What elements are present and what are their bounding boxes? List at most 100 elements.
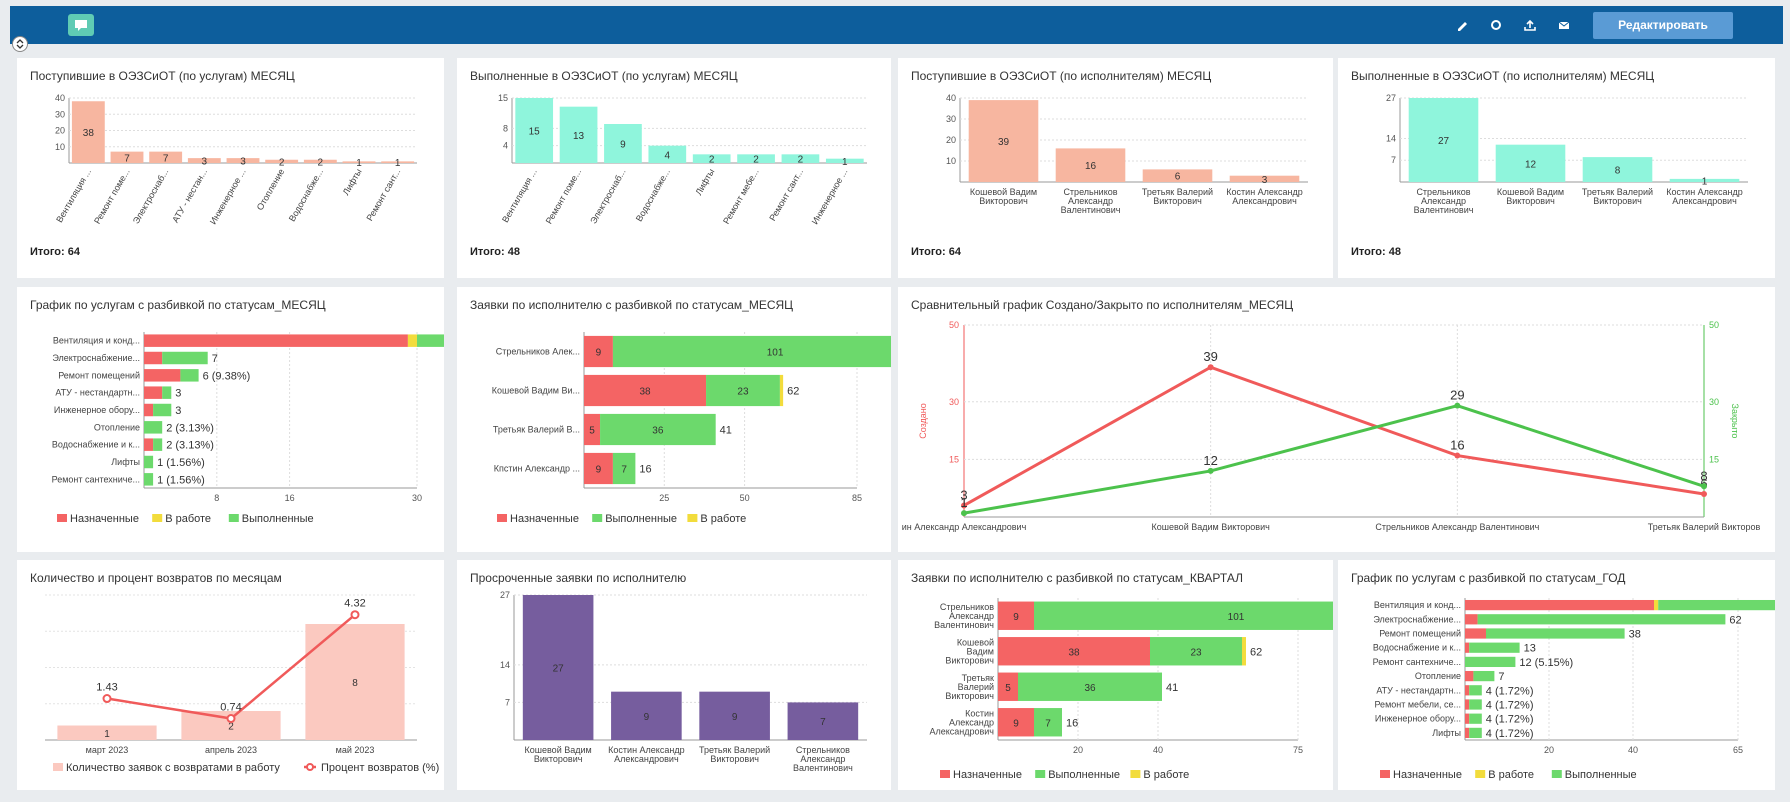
export-icon[interactable] <box>1521 16 1539 34</box>
x-tick-label: Третьяк Валерий Викторович <box>1582 187 1653 206</box>
bar-segment <box>1465 713 1470 724</box>
bar <box>604 124 642 163</box>
point-value-label: 1.43 <box>96 682 117 694</box>
y-tick-label: 7 <box>1391 155 1396 165</box>
chat-icon[interactable] <box>68 14 94 36</box>
x-tick-label: 50 <box>740 493 750 503</box>
bar <box>1669 178 1740 182</box>
bar-segment <box>1465 599 1654 611</box>
collapse-toggle-icon[interactable] <box>12 36 28 52</box>
legend-swatch <box>1475 770 1486 778</box>
x-tick-label: Кошевой Вадим Викторович <box>1152 522 1271 532</box>
bar <box>515 98 554 163</box>
card-executors-status-quarter: Заявки по исполнителю с разбивкой по ста… <box>898 560 1333 790</box>
y-tick-label: 14 <box>1386 133 1396 143</box>
card-completed-by-service: Выполненные в ОЭЗСиОТ (по услугам) МЕСЯЦ… <box>457 58 891 278</box>
bar-value-label: 2 <box>798 155 804 166</box>
bar-chart: 7 14 27 27 Стрельников Александр Валентинович 1… <box>1386 93 1748 215</box>
series-line <box>963 365 1705 507</box>
bar-segment <box>180 369 199 382</box>
point-value-label: 8 <box>1700 468 1707 483</box>
bar-segment <box>1469 699 1482 710</box>
bar-segment <box>1654 599 1659 611</box>
bar <box>699 691 770 740</box>
legend-swatch <box>228 514 239 522</box>
edit-icon[interactable] <box>1453 16 1471 34</box>
bar-value-label: 3 <box>1262 175 1268 186</box>
card-title: График по услугам с разбивкой по статуса… <box>30 298 326 312</box>
stacked-bar-chart: 8163036Вентиляция и конд...7Электроснабж… <box>52 332 444 525</box>
series-line <box>963 404 1705 515</box>
segment-value-label: 38 <box>639 387 651 398</box>
legend-swatch <box>306 763 314 771</box>
bar-segment <box>1658 599 1775 611</box>
point-value-label: 29 <box>1450 388 1464 403</box>
series-point <box>961 510 967 517</box>
bar <box>1142 169 1213 182</box>
bar <box>1408 98 1479 182</box>
bar-value-label: 1 <box>356 158 362 169</box>
x-tick-label: 20 <box>1544 745 1554 755</box>
x-tick-label: 75 <box>1293 745 1303 755</box>
refresh-icon[interactable] <box>1487 16 1505 34</box>
bar-value-label: 2 <box>228 722 234 733</box>
legend-label: Выполненные <box>1565 769 1637 781</box>
x-tick-label: Вентиляция ... <box>500 167 539 224</box>
bar-segment <box>417 334 444 347</box>
bar <box>1582 157 1653 182</box>
bar <box>968 100 1039 182</box>
bar-segment <box>1465 727 1470 739</box>
bar-total-label: 41 <box>1166 682 1178 694</box>
x-tick-label: Лифты <box>341 167 364 197</box>
x-tick-label: Водоснабже... <box>634 167 672 223</box>
bar-value-label: 13 <box>573 131 585 142</box>
y-tick-label: Третьяк Валерий В... <box>493 425 580 435</box>
segment-value-label: 23 <box>1190 647 1202 658</box>
y-tick-label: Стрельников Александр Валентинович <box>934 602 994 630</box>
y-tick-label-right: 30 <box>1709 397 1719 407</box>
point-value-label: 16 <box>1450 438 1464 453</box>
bar-value-label: 2 <box>279 157 285 168</box>
bar-total-label: 3 <box>175 388 181 400</box>
bar-value-label: 1 <box>842 157 848 168</box>
bar-value-label: 7 <box>163 153 169 164</box>
y-tick-label: 40 <box>55 93 65 103</box>
bar <box>265 159 299 163</box>
x-tick-label: Ремонт сант... <box>364 167 402 223</box>
bar <box>226 158 260 163</box>
card-title: Выполненные в ОЭЗСиОТ (по исполнителям) … <box>1351 69 1655 83</box>
bar-chart: 7 14 27 27 Кошевой Вадим Викторович 9 Костин Ал… <box>500 590 867 773</box>
card-title: Выполненные в ОЭЗСиОТ (по услугам) МЕСЯЦ <box>470 69 738 83</box>
card-title: Заявки по исполнителю с разбивкой по ста… <box>911 571 1243 585</box>
bar-total-label: 12 (5.15%) <box>1519 657 1573 669</box>
bar-segment <box>706 374 780 407</box>
segment-value-label: 9 <box>1013 718 1019 729</box>
bar-value-label: 38 <box>83 128 95 139</box>
bar-value-label: 27 <box>553 664 565 675</box>
bar-value-label: 2 <box>318 157 324 168</box>
y-tick-label: Костин Александр Александрович <box>929 708 994 736</box>
bar-value-label: 27 <box>1438 136 1450 147</box>
bar <box>303 159 337 163</box>
bar-value-label: 9 <box>620 140 626 151</box>
bar-total-label: 7 <box>1498 671 1504 683</box>
segment-value-label: 9 <box>596 348 602 359</box>
mail-icon[interactable] <box>1555 16 1573 34</box>
bar-segment <box>407 334 417 347</box>
x-tick-label: 40 <box>1153 745 1163 755</box>
y-tick-label: Кошевой Вадим Ви... <box>492 386 580 396</box>
bar-segment <box>1465 642 1470 653</box>
bar-segment <box>1473 670 1495 682</box>
y-tick-label: 30 <box>55 109 65 119</box>
segment-value-label: 36 <box>1084 683 1096 694</box>
x-tick-label: Ремонт сант... <box>767 167 805 223</box>
bar-segment <box>153 403 172 417</box>
bar-total-label: 16 <box>1066 717 1078 729</box>
segment-value-label: 7 <box>621 465 627 476</box>
bar-total-label: 62 <box>1250 646 1262 658</box>
bar <box>522 595 594 740</box>
y-tick-label: Электроснабжение... <box>1373 614 1461 624</box>
y-tick-label: Ремонт помещений <box>58 370 140 380</box>
edit-dashboard-button[interactable]: Редактировать <box>1593 12 1733 39</box>
card-title: Сравнительный график Создано/Закрыто по … <box>911 298 1294 312</box>
